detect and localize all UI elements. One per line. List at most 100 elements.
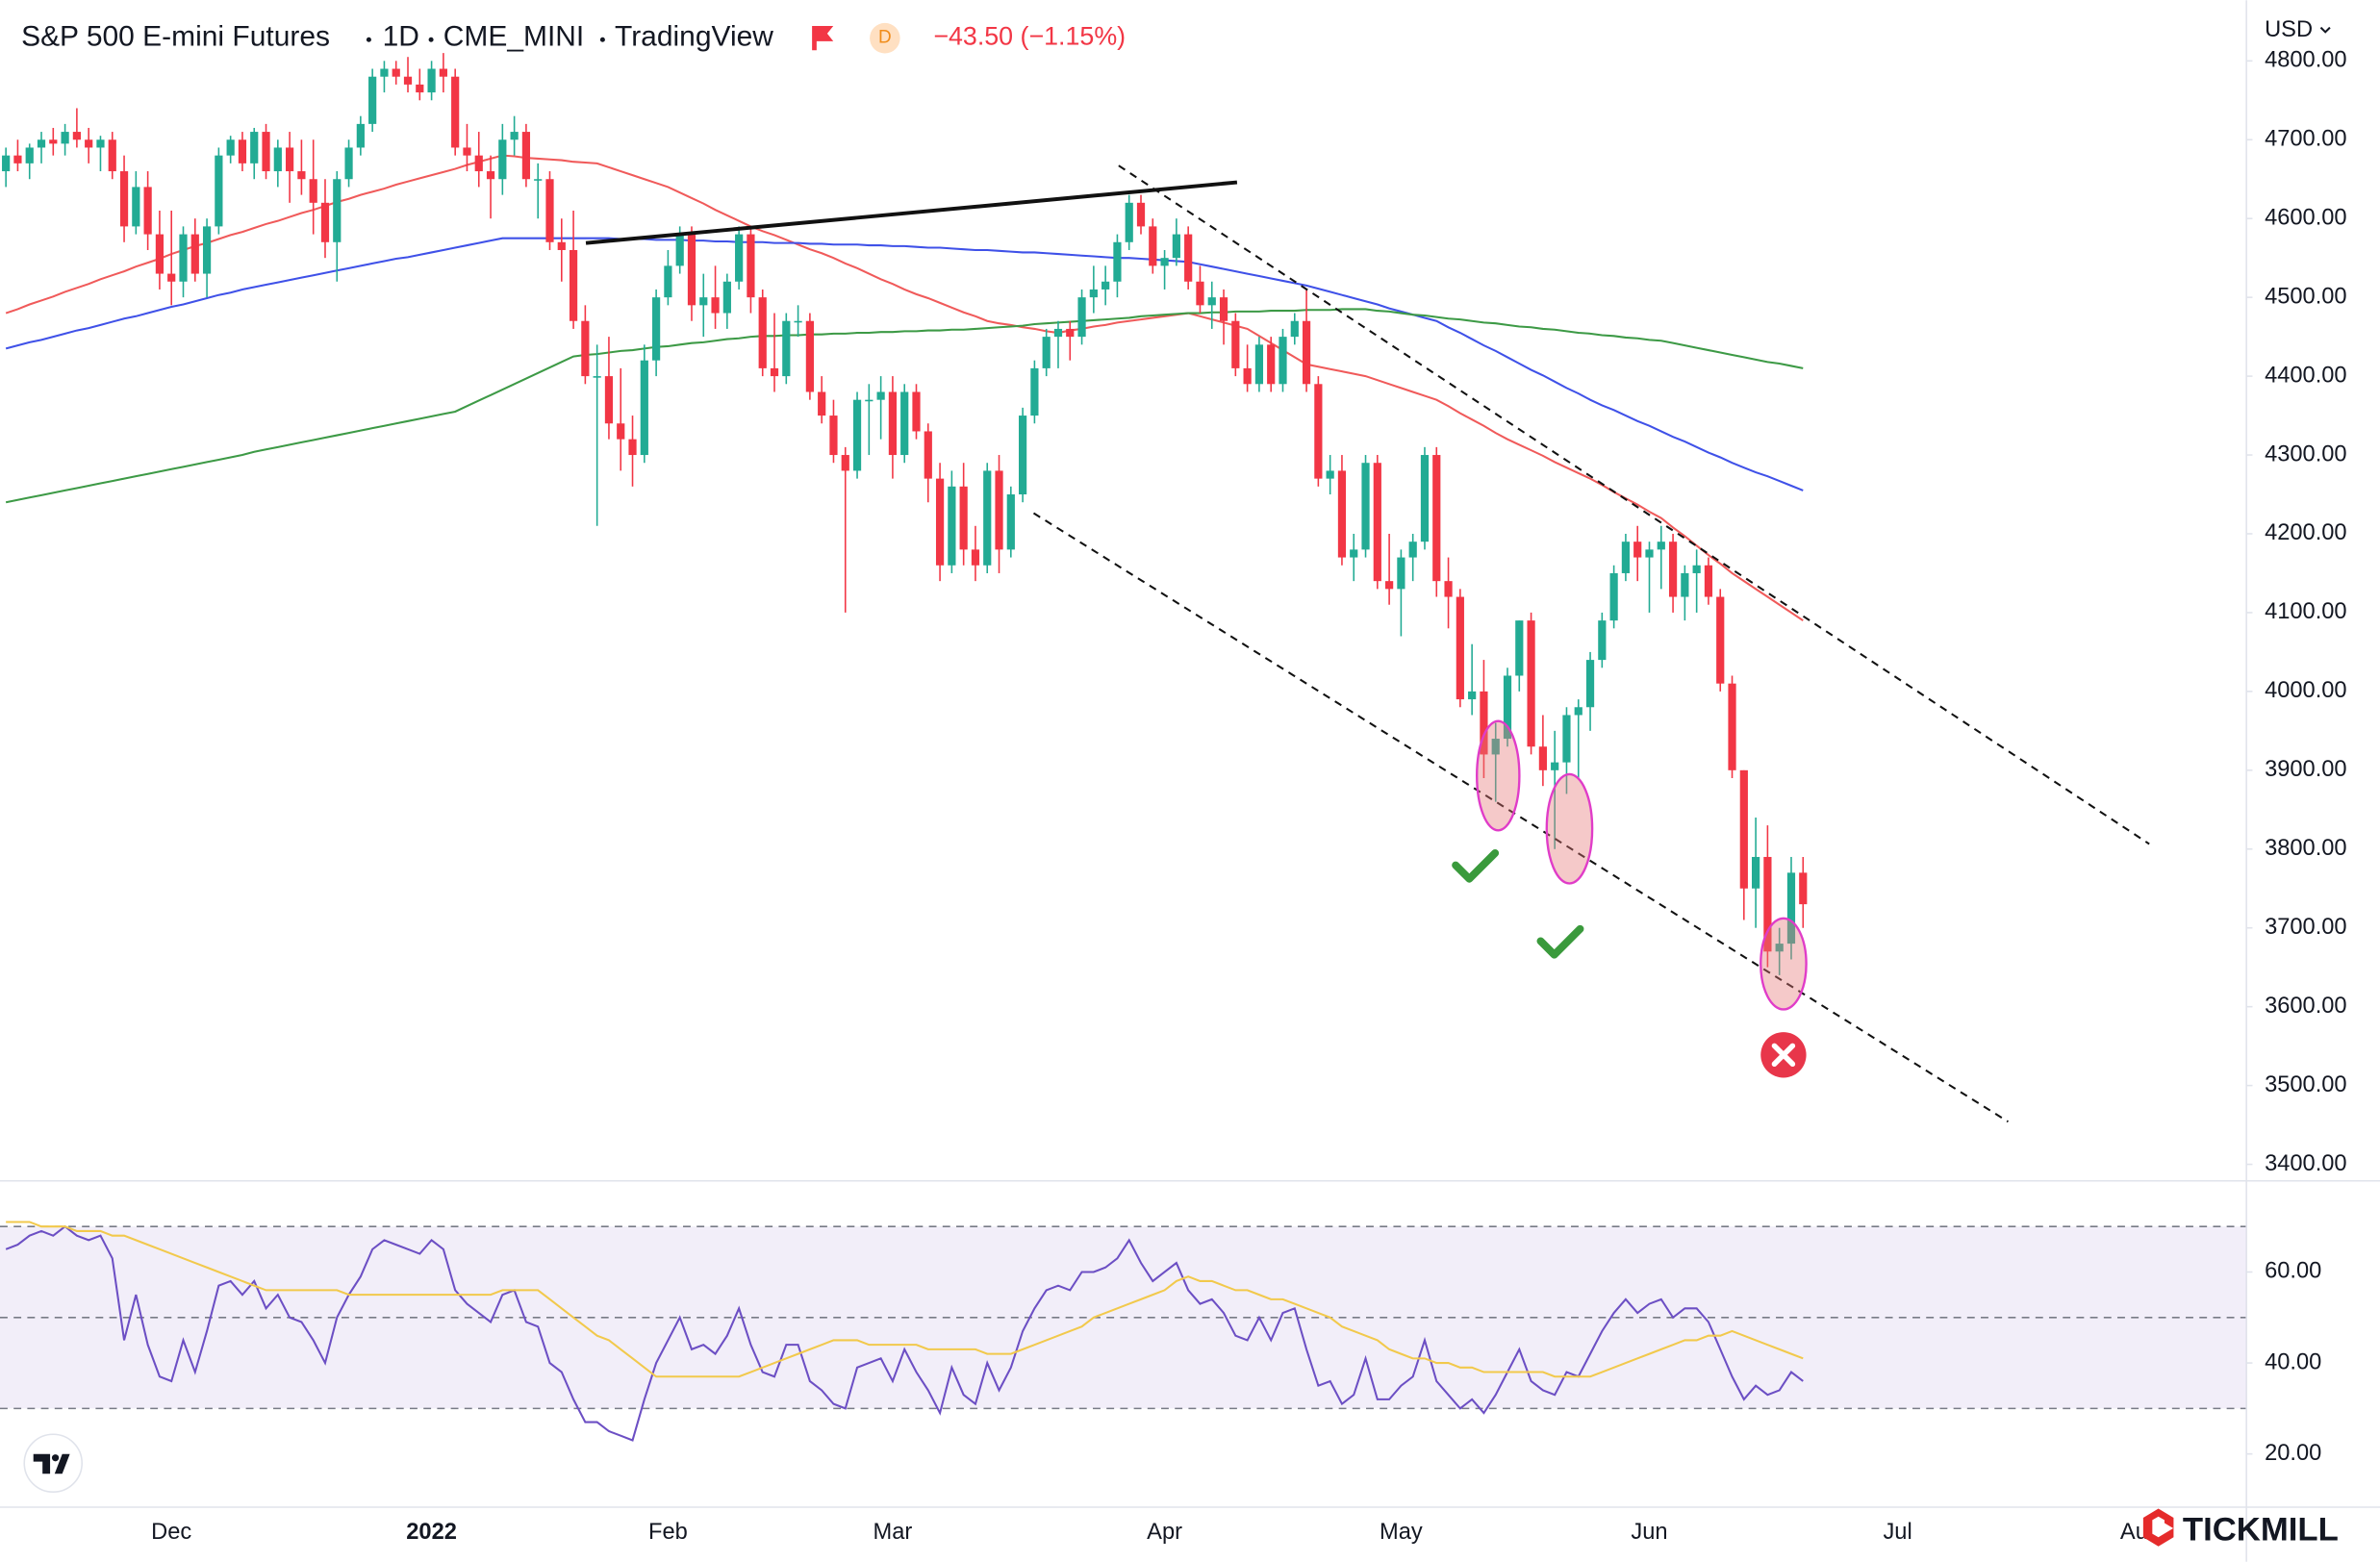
candle-body <box>1149 226 1157 266</box>
currency-chevron <box>2319 26 2331 34</box>
candle-body <box>1645 549 1654 558</box>
candle-body <box>604 376 614 424</box>
candle-body <box>190 234 199 274</box>
candle-body <box>617 423 625 440</box>
tradingview-logo[interactable] <box>23 1433 83 1493</box>
candle-body <box>948 486 956 566</box>
candle-body <box>179 234 188 282</box>
y-tick-label: 3600.00 <box>2265 994 2347 1019</box>
candle-body <box>286 147 294 172</box>
candle-body <box>699 297 708 306</box>
candle-body <box>463 147 471 156</box>
candle-body <box>1290 320 1299 338</box>
candle-body <box>1397 557 1405 590</box>
candle-body <box>1692 565 1701 573</box>
candle-body <box>557 241 566 250</box>
y-tick-label: 20.00 <box>2265 1441 2321 1466</box>
candle-body <box>1337 470 1347 558</box>
y-tick-label: 40.00 <box>2265 1349 2321 1374</box>
x-tick-label: May <box>1380 1520 1423 1545</box>
y-tick-label: 4100.00 <box>2265 599 2347 624</box>
candle-body <box>1668 542 1678 597</box>
candle-body <box>521 132 531 180</box>
candle-body <box>1739 769 1748 889</box>
candle-body <box>581 320 590 377</box>
candle-body <box>403 76 413 85</box>
y-tick-label: 4400.00 <box>2265 363 2347 388</box>
candle-body <box>1030 367 1039 416</box>
candle-body <box>1066 328 1075 338</box>
currency[interactable]: USD <box>2265 17 2313 42</box>
candle-body <box>1716 596 1725 684</box>
candle-body <box>1799 872 1808 905</box>
channel-line <box>1118 164 2150 845</box>
x-tick-label: Mar <box>874 1520 913 1545</box>
candle-body <box>1042 337 1051 368</box>
candle-body <box>865 399 874 402</box>
candle-body <box>1609 572 1618 621</box>
candle-body <box>344 147 353 180</box>
candle-body <box>155 234 165 274</box>
candle-body <box>439 68 447 77</box>
candle-body <box>1207 297 1216 306</box>
candle-body <box>1728 683 1736 770</box>
candle-body <box>1172 234 1180 259</box>
candle-body <box>1775 944 1784 952</box>
candle-body <box>416 84 424 93</box>
candle-body <box>1267 344 1276 385</box>
candle-body <box>652 297 661 361</box>
currency-bg <box>2249 9 2377 49</box>
candle-body <box>1196 281 1204 306</box>
candle-body <box>1657 542 1665 550</box>
candle-body <box>1125 202 1133 242</box>
candle-body <box>85 139 93 148</box>
badge <box>870 22 900 54</box>
candle-body <box>912 391 921 432</box>
candle-body <box>72 132 81 140</box>
candle-body <box>49 139 58 144</box>
candle-body <box>735 234 744 282</box>
separator-dot <box>599 37 605 42</box>
candle-body <box>1786 872 1796 945</box>
candle-body <box>13 155 22 164</box>
candle-body <box>1373 463 1381 582</box>
watermark: TICKMILL <box>2142 1508 2339 1548</box>
x-tick-label: Dec <box>151 1520 191 1545</box>
candle-body <box>711 297 720 314</box>
candle-body <box>1420 455 1430 542</box>
candle-body <box>202 226 212 274</box>
candle-body <box>1350 549 1358 558</box>
candle-body <box>818 391 826 416</box>
x-tick-label: Jun <box>1631 1520 1667 1545</box>
candle-body <box>498 139 507 180</box>
candle-body <box>1621 542 1631 573</box>
candle-body <box>959 486 968 550</box>
candle-body <box>226 139 235 156</box>
candle-body <box>320 202 330 242</box>
candle-body <box>664 265 672 298</box>
y-tick-label: 3800.00 <box>2265 836 2347 861</box>
candle-body <box>368 76 377 124</box>
y-tick-label: 4000.00 <box>2265 678 2347 703</box>
interval: 1D <box>383 21 419 53</box>
candle-body <box>593 376 601 378</box>
y-tick-label: 4200.00 <box>2265 520 2347 545</box>
symbol: S&P 500 E-mini Futures <box>21 21 330 53</box>
x-tick-label: Feb <box>648 1520 688 1545</box>
y-tick-label: 3900.00 <box>2265 757 2347 782</box>
candle-body <box>1136 202 1146 227</box>
candle-body <box>1432 455 1441 582</box>
y-tick-label: 4700.00 <box>2265 127 2347 152</box>
y-tick-label: 60.00 <box>2265 1259 2321 1284</box>
y-tick-label: 4800.00 <box>2265 48 2347 73</box>
channel-line <box>1032 512 2009 1123</box>
x-tick-label: Jul <box>1883 1520 1912 1545</box>
candle-body <box>1254 344 1264 385</box>
candle-body <box>1385 581 1394 590</box>
candle-body <box>1538 746 1547 770</box>
candle-body <box>427 68 436 93</box>
candle-body <box>132 187 140 227</box>
candle-body <box>640 360 648 456</box>
line-series <box>5 308 1804 504</box>
